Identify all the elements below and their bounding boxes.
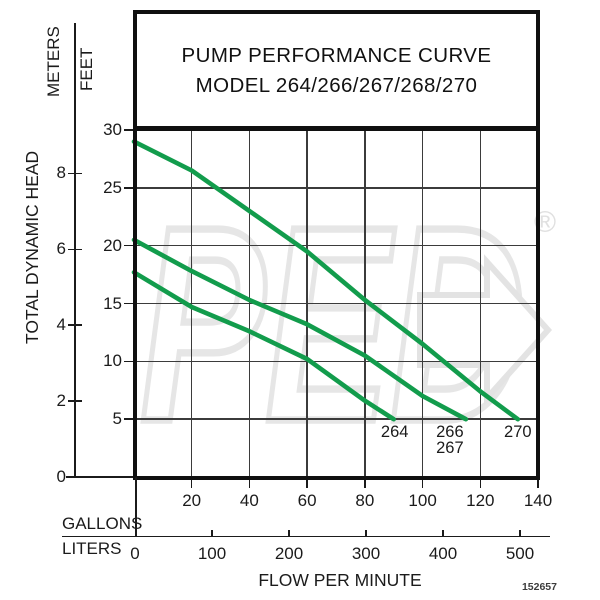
gridline-horizontal (137, 418, 536, 420)
gallons-tick (190, 480, 193, 488)
chart-title-line1: PUMP PERFORMANCE CURVE (181, 44, 492, 67)
liters-tick (288, 529, 290, 537)
watermark-arrow-icon (417, 254, 553, 406)
gallons-tick-label: 120 (466, 491, 495, 510)
chart-title-line2: MODEL 264/266/267/268/270 (195, 74, 478, 97)
feet-tick (123, 244, 133, 247)
gridline-horizontal (137, 360, 536, 363)
meters-tick-label: 8 (56, 163, 66, 183)
feet-tick-label: 25 (103, 177, 122, 197)
meters-tick-label: 6 (56, 239, 66, 259)
meters-tick-label: 4 (56, 315, 66, 335)
gallons-tick-label: 40 (239, 491, 259, 510)
curve-266-267 (131, 237, 469, 422)
curve-264 (131, 269, 397, 422)
gallons-tick (537, 480, 539, 488)
feet-tick-label: 20 (103, 235, 122, 255)
liters-tick (519, 529, 521, 537)
liters-unit-label: LITERS (62, 539, 122, 558)
feet-tick-label: 5 (112, 409, 122, 429)
gridline-horizontal (137, 302, 536, 305)
curve-label-270: 270 (486, 423, 550, 441)
feet-tick (123, 129, 133, 131)
meters-tick (67, 324, 82, 326)
meters-tick (66, 476, 133, 478)
curve-270 (131, 139, 521, 422)
curve-label-line: 267 (436, 439, 464, 457)
part-number: 152657 (521, 581, 557, 593)
gallons-liters-divider (62, 535, 550, 538)
feet-tick (123, 302, 133, 305)
gallons-tick-label: 100 (408, 491, 437, 510)
gallons-unit-label: GALLONS (62, 514, 143, 533)
liters-tick-label: 400 (428, 544, 458, 563)
feet-tick-label: 15 (103, 293, 122, 313)
meters-tick-label: 2 (56, 391, 66, 411)
liters-tick-label: 200 (274, 544, 304, 563)
title-divider-line (133, 126, 540, 131)
feet-tick (123, 187, 133, 189)
meters-tick (67, 172, 82, 175)
liters-tick (211, 529, 213, 537)
liters-tick-label: 100 (197, 544, 227, 563)
gridline-horizontal (137, 244, 536, 247)
feet-tick-label: 30 (103, 120, 122, 139)
gallons-tick (364, 480, 366, 488)
gallons-tick (306, 480, 308, 488)
gallons-tick-label: 140 (523, 491, 553, 510)
liters-tick (365, 529, 367, 537)
liters-tick (442, 529, 444, 537)
gridline-horizontal (137, 187, 536, 189)
gallons-tick-label: 20 (182, 491, 202, 510)
curve-label-264: 264 (363, 423, 427, 441)
feet-tick (123, 418, 133, 420)
chart-border (133, 10, 540, 480)
feet-tick (123, 360, 133, 363)
curve-label-line: 266 (436, 423, 464, 441)
gallons-tick (479, 480, 482, 488)
liters-tick-label: 500 (505, 544, 535, 563)
gallons-tick-label: 80 (355, 491, 375, 510)
curve-label-266-267: 266 267 (418, 423, 482, 457)
meters-unit-label: METERS (44, 26, 63, 98)
liters-tick-label: 0 (130, 544, 140, 563)
curve-label-line: 264 (380, 423, 409, 441)
feet-tick-label: 10 (103, 351, 122, 371)
liters-tick-label: 300 (351, 544, 381, 563)
meters-tick (67, 400, 82, 402)
gallons-tick (248, 480, 251, 488)
gallons-tick-label: 60 (297, 491, 317, 510)
x-axis-title: FLOW PER MINUTE (258, 570, 422, 590)
feet-unit-label: FEET (77, 47, 96, 91)
curve-label-line: 270 (504, 423, 532, 441)
liters-zero-connector (135, 477, 137, 536)
meters-tick-label: 0 (56, 467, 66, 486)
meters-tick (67, 248, 82, 251)
gallons-tick (421, 480, 424, 488)
